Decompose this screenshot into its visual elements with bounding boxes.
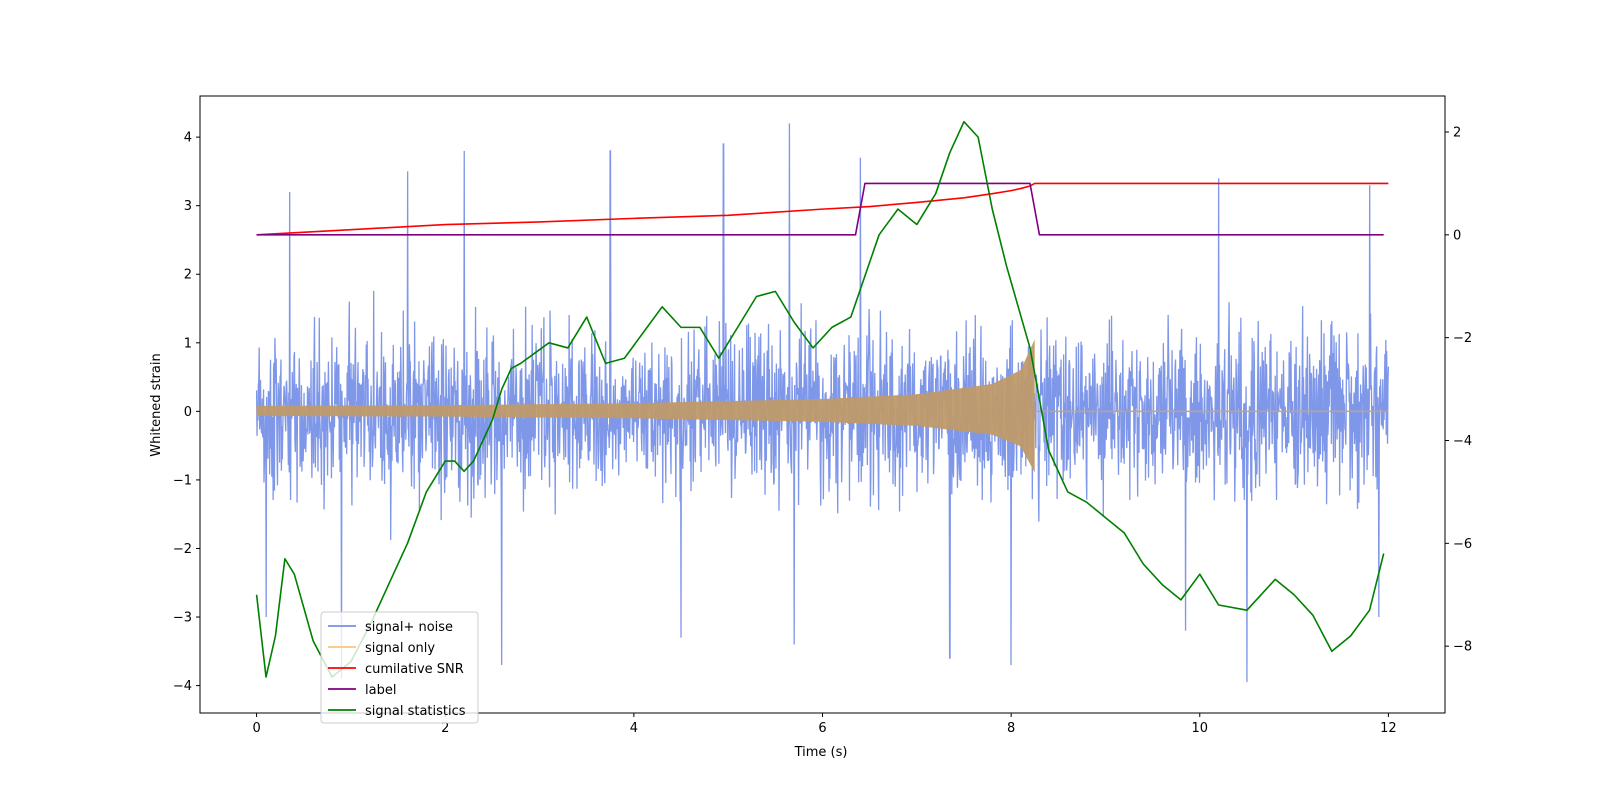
x-tick-label: 10 xyxy=(1191,721,1208,736)
x-tick-label: 6 xyxy=(818,721,826,736)
series-label xyxy=(256,182,1384,236)
series-signal-statistics xyxy=(255,120,1385,678)
series-signal-noise xyxy=(255,123,1390,683)
legend: signal+ noise signal only cumilative SNR… xyxy=(320,611,479,724)
y-tick-label: 1 xyxy=(184,336,192,351)
y-axis-label: Whitened strain xyxy=(149,353,164,456)
y-tick-label: −3 xyxy=(173,611,192,626)
x-tick-label: 12 xyxy=(1380,721,1397,736)
y2-tick-label: −4 xyxy=(1453,434,1472,449)
y2-tick-label: −8 xyxy=(1453,640,1472,655)
y-tick-label: −4 xyxy=(173,679,192,694)
x-axis-label: Time (s) xyxy=(794,745,848,760)
x-tick-label: 2 xyxy=(441,721,449,736)
y2-tick-label: −2 xyxy=(1453,331,1472,346)
legend-label-signal-noise: signal+ noise xyxy=(365,620,453,635)
y-tick-label: −2 xyxy=(173,542,192,557)
x-tick-label: 0 xyxy=(252,721,260,736)
series-cumulative-snr xyxy=(256,182,1389,236)
series-layer xyxy=(255,120,1390,683)
series-signal-only xyxy=(256,339,1035,473)
y2-tick-label: 0 xyxy=(1453,228,1461,243)
y-tick-label: 4 xyxy=(184,131,192,146)
x-tick-label: 8 xyxy=(1007,721,1015,736)
x-tick-label: 4 xyxy=(630,721,638,736)
y2-tick-label: 2 xyxy=(1453,125,1461,140)
legend-box xyxy=(320,611,479,724)
y-tick-label: 2 xyxy=(184,268,192,283)
y-tick-label: 3 xyxy=(184,199,192,214)
legend-label-label: label xyxy=(365,683,396,698)
y-tick-label: 0 xyxy=(184,405,192,420)
legend-label-signal-only: signal only xyxy=(365,641,435,656)
y2-tick-label: −6 xyxy=(1453,537,1472,552)
legend-label-cumulative-snr: cumilative SNR xyxy=(365,662,464,677)
legend-label-signal-statistics: signal statistics xyxy=(365,704,466,719)
y-tick-label: −1 xyxy=(173,473,192,488)
